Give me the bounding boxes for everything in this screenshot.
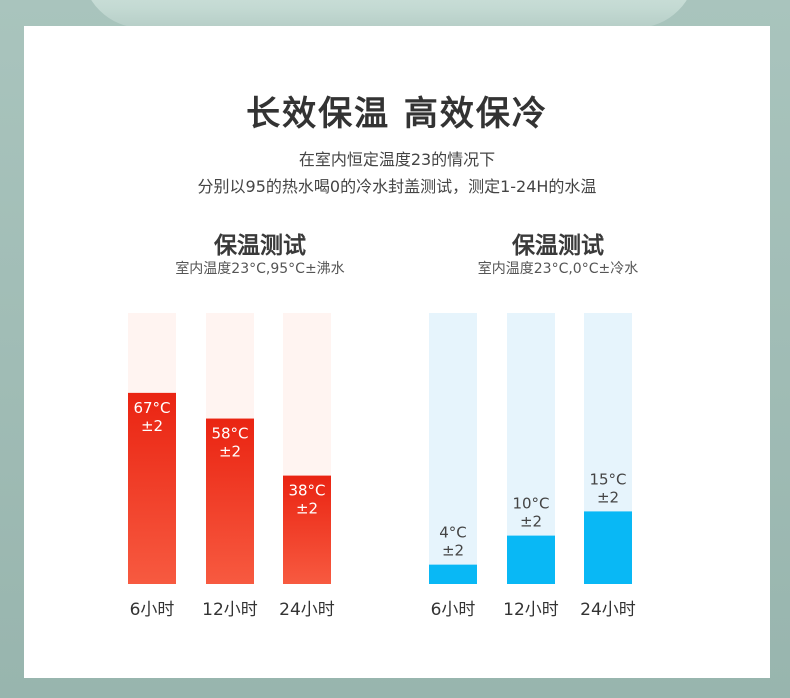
hot-chart-subtitle: 室内温度23°C,95°C±沸水: [175, 261, 345, 277]
cold-bar-value-label: 4°C: [439, 524, 467, 542]
cold-chart-subtitle: 室内温度23°C,0°C±冷水: [477, 261, 639, 277]
hot-bar-tolerance-label: ±2: [219, 443, 241, 461]
hot-bar: [206, 418, 254, 584]
temperature-bar-charts: 67°C±26小时58°C±212小时38°C±224小时4°C±26小时10°…: [128, 313, 636, 620]
cold-category-label: 12小时: [503, 600, 559, 620]
page-title: 长效保温 高效保冷: [246, 94, 548, 134]
hot-bar-value-label: 58°C: [211, 425, 248, 443]
content-card: 长效保温 高效保冷 在室内恒定温度23的情况下 分别以95的热水喝0的冷水封盖测…: [24, 26, 770, 678]
hot-bar: [283, 475, 331, 584]
hot-bar: [128, 392, 176, 584]
product-cap-decoration: [82, 0, 696, 28]
hot-category-label: 6小时: [130, 600, 175, 620]
subtitle-line-1: 在室内恒定温度23的情况下: [298, 150, 496, 169]
cold-bar-tolerance-label: ±2: [597, 488, 619, 506]
cold-category-label: 6小时: [431, 600, 476, 620]
cold-bar: [429, 564, 477, 584]
hot-category-label: 12小时: [202, 600, 258, 620]
subtitle-line-2: 分别以95的热水喝0的冷水封盖测试，测定1-24H的水温: [197, 177, 597, 196]
cold-bar-value-label: 10°C: [512, 495, 549, 513]
hot-bar-value-label: 67°C: [133, 399, 170, 417]
hot-chart-title: 保温测试: [214, 233, 306, 259]
cold-chart-title: 保温测试: [512, 233, 604, 259]
hot-bar-tolerance-label: ±2: [296, 500, 318, 518]
cold-bar-tolerance-label: ±2: [442, 542, 464, 560]
hot-bar-tolerance-label: ±2: [141, 417, 163, 435]
cold-bar: [584, 511, 632, 584]
cold-bar-tolerance-label: ±2: [520, 513, 542, 531]
hot-category-label: 24小时: [279, 600, 335, 620]
hot-bar-value-label: 38°C: [288, 482, 325, 500]
cold-bar-value-label: 15°C: [589, 470, 626, 488]
cold-category-label: 24小时: [580, 600, 636, 620]
cold-bar-track: [429, 313, 477, 584]
cold-bar: [507, 535, 555, 584]
